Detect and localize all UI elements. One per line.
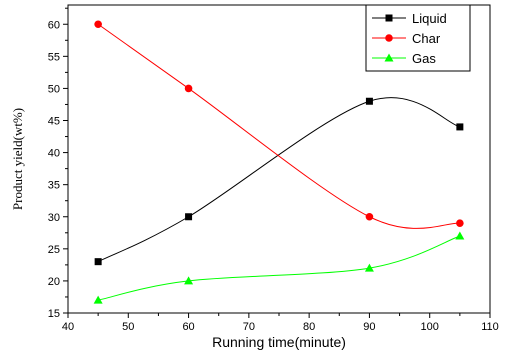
data-point-gas: [184, 276, 194, 285]
x-tick-label: 40: [62, 321, 74, 333]
y-tick-label: 25: [48, 244, 60, 256]
y-tick-label: 35: [48, 180, 60, 192]
y-tick-label: 30: [48, 212, 60, 224]
legend-label-liquid: Liquid: [412, 11, 447, 26]
x-axis-title: Running time(minute): [212, 334, 346, 350]
data-point-char: [94, 20, 102, 29]
y-axis-title: Product yield(wt%): [10, 108, 25, 210]
y-tick-label: 40: [48, 148, 60, 160]
series-lines: [93, 20, 465, 304]
series-char: [94, 20, 464, 229]
data-point-char: [184, 84, 193, 93]
series-line-gas: [98, 235, 461, 301]
legend-marker-char: [385, 34, 393, 42]
axes: 40 50 60 70 80 90 100 110 15 20 25 30 35 40 45 50 55 60: [48, 4, 499, 333]
data-point-liquid: [456, 123, 464, 131]
series-line-char: [97, 23, 460, 229]
x-tick-label: 90: [363, 321, 375, 333]
x-tick-label: 50: [122, 321, 134, 333]
x-tick-label: 110: [481, 321, 499, 333]
x-tick-label: 60: [182, 321, 194, 333]
series-liquid: [94, 97, 464, 266]
legend-marker-liquid: [385, 14, 393, 22]
data-point-gas: [364, 263, 374, 272]
data-point-liquid: [185, 213, 193, 221]
data-point-char: [365, 212, 374, 221]
data-point-char: [456, 219, 464, 227]
x-tick-label: 70: [243, 321, 255, 333]
legend: Liquid Char Gas: [365, 4, 471, 72]
y-tick-label: 20: [48, 276, 60, 288]
x-tick-label: 80: [303, 321, 315, 333]
y-tick-label: 60: [48, 19, 60, 31]
y-tick-label: 50: [48, 83, 60, 95]
legend-marker-gas: [384, 53, 394, 62]
data-point-gas: [455, 231, 465, 240]
x-tick-label: 100: [421, 321, 439, 333]
data-point-liquid: [94, 258, 102, 266]
data-point-liquid: [365, 97, 373, 105]
y-tick-label: 55: [48, 51, 60, 63]
legend-label-gas: Gas: [412, 51, 436, 66]
legend-label-char: Char: [412, 31, 441, 46]
series-line-liquid: [97, 97, 461, 263]
data-point-gas: [93, 295, 103, 304]
y-tick-label: 45: [48, 116, 60, 128]
series-gas: [93, 231, 465, 304]
y-tick-label: 15: [48, 308, 60, 320]
